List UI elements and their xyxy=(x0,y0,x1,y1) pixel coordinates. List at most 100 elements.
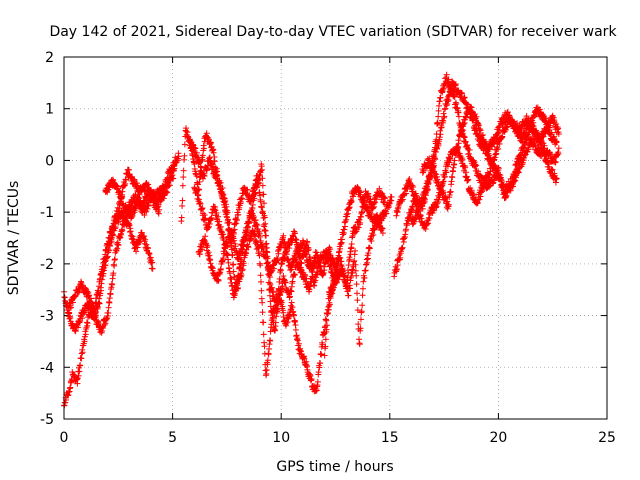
x-tick-label: 10 xyxy=(272,430,290,446)
x-tick-label: 5 xyxy=(168,430,177,446)
x-tick-label: 15 xyxy=(381,430,399,446)
data-point xyxy=(226,270,233,277)
data-point xyxy=(125,166,132,173)
data-point xyxy=(181,141,188,148)
data-points xyxy=(61,71,562,409)
data-point xyxy=(105,310,112,317)
data-point xyxy=(179,197,186,204)
data-point xyxy=(112,224,119,231)
data-point xyxy=(354,290,361,297)
data-point xyxy=(435,113,442,120)
data-point xyxy=(290,312,297,319)
chart-title: Day 142 of 2021, Sidereal Day-to-day VTE… xyxy=(49,24,617,40)
data-point xyxy=(433,131,440,138)
data-point xyxy=(359,209,366,216)
data-point xyxy=(79,349,86,356)
data-point xyxy=(68,304,75,311)
data-point xyxy=(449,174,456,181)
data-point xyxy=(149,259,156,266)
x-axis-label: GPS time / hours xyxy=(276,459,393,475)
data-point xyxy=(92,312,99,319)
data-point xyxy=(318,351,325,358)
data-point xyxy=(277,267,284,274)
data-point xyxy=(105,247,112,254)
data-point xyxy=(345,292,352,299)
data-point xyxy=(69,299,76,306)
data-point xyxy=(325,306,332,313)
data-point xyxy=(259,309,266,316)
data-point xyxy=(126,222,133,229)
data-point xyxy=(106,243,113,250)
data-point xyxy=(257,262,264,269)
data-point xyxy=(359,292,366,299)
data-point xyxy=(122,217,129,224)
data-point xyxy=(181,152,188,159)
data-point xyxy=(133,248,140,255)
data-point xyxy=(110,270,117,277)
data-point xyxy=(67,384,74,391)
data-point xyxy=(86,292,93,299)
y-tick-label: 2 xyxy=(45,50,54,66)
data-point xyxy=(103,254,110,261)
data-point xyxy=(121,222,128,229)
data-point xyxy=(262,220,269,227)
x-tick-label: 25 xyxy=(598,430,616,446)
data-point xyxy=(96,300,103,307)
data-point xyxy=(258,287,265,294)
data-point xyxy=(314,378,321,385)
data-point xyxy=(360,278,367,285)
data-point xyxy=(339,236,346,243)
data-point xyxy=(84,320,91,327)
data-point xyxy=(129,233,136,240)
data-point xyxy=(111,262,118,269)
data-point xyxy=(179,182,186,189)
data-point xyxy=(353,272,360,279)
data-point xyxy=(259,299,266,306)
y-tick-label: 0 xyxy=(45,153,54,169)
data-point xyxy=(97,290,104,297)
y-tick-label: -5 xyxy=(40,412,54,428)
data-point xyxy=(79,315,86,322)
data-point xyxy=(366,245,373,252)
data-point xyxy=(175,153,182,160)
y-axis-ticks: -5 -4 -3 -2 -1 0 1 2 xyxy=(40,50,607,428)
data-point xyxy=(260,319,267,326)
data-point xyxy=(77,362,84,369)
data-point xyxy=(257,272,264,279)
x-tick-label: 20 xyxy=(489,430,507,446)
data-point xyxy=(109,281,116,288)
data-point xyxy=(455,113,462,120)
data-point xyxy=(74,380,81,387)
data-point xyxy=(105,304,112,311)
data-point xyxy=(262,232,269,239)
data-point xyxy=(358,308,365,315)
data-point xyxy=(555,145,562,152)
data-point xyxy=(122,176,129,183)
data-point xyxy=(66,310,73,317)
data-point xyxy=(180,174,187,181)
data-point xyxy=(260,331,267,338)
data-point xyxy=(98,287,105,294)
data-point xyxy=(141,233,148,240)
data-point xyxy=(364,255,371,262)
data-point xyxy=(267,337,274,344)
data-point xyxy=(403,226,410,233)
data-point xyxy=(224,251,231,258)
data-point xyxy=(357,316,364,323)
data-point xyxy=(115,242,122,249)
data-point xyxy=(82,331,89,338)
data-point xyxy=(362,267,369,274)
data-point xyxy=(111,256,118,263)
data-point xyxy=(437,94,444,101)
data-point xyxy=(143,241,150,248)
data-point xyxy=(265,351,272,358)
data-point xyxy=(74,324,81,331)
data-point xyxy=(75,372,82,379)
data-point xyxy=(359,302,366,309)
data-point xyxy=(149,265,156,272)
data-point xyxy=(359,285,366,292)
y-tick-label: -2 xyxy=(40,257,54,273)
data-point xyxy=(353,281,360,288)
data-point xyxy=(343,216,350,223)
